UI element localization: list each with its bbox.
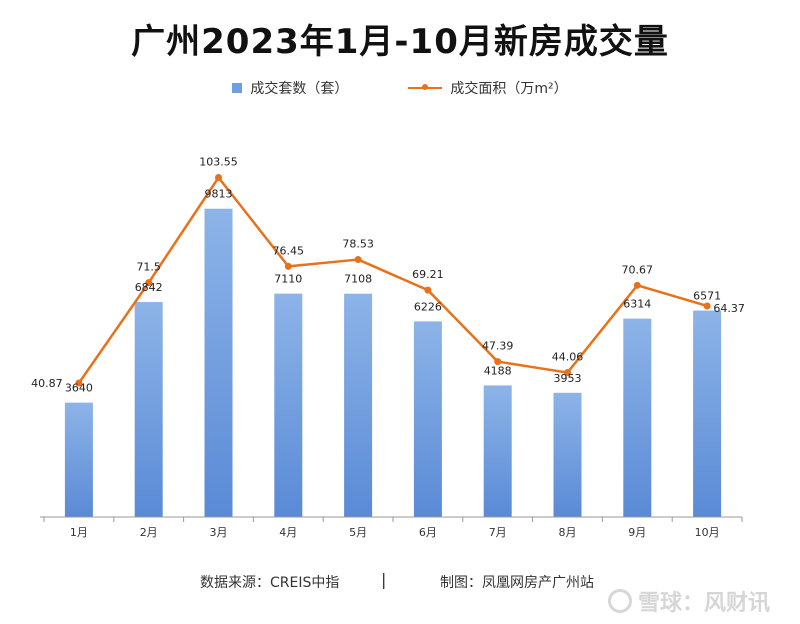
chart-title: 广州2023年1月-10月新房成交量 bbox=[131, 22, 669, 62]
bar-value-label: 9813 bbox=[205, 188, 233, 201]
line-point bbox=[494, 358, 502, 366]
data-source: 数据来源：CREIS中指 bbox=[200, 575, 340, 591]
bar-value-label: 3640 bbox=[65, 382, 93, 395]
line-value-label: 78.53 bbox=[342, 238, 374, 251]
snowball-logo-icon bbox=[608, 589, 632, 613]
line-point bbox=[215, 174, 222, 182]
bar-series bbox=[64, 208, 722, 517]
footer-separator: | bbox=[381, 570, 387, 589]
bar-value-label: 3953 bbox=[554, 372, 582, 385]
legend-bar-label: 成交套数（套） bbox=[250, 81, 349, 97]
bar bbox=[64, 402, 93, 517]
legend-item-bar: 成交套数（套） bbox=[232, 78, 348, 98]
line-point bbox=[354, 256, 362, 264]
line-value-label: 64.37 bbox=[713, 302, 745, 315]
line-value-label: 69.21 bbox=[412, 268, 444, 281]
watermark-text: 雪球：风财讯 bbox=[638, 591, 771, 616]
x-tick-label: 8月 bbox=[559, 526, 577, 539]
bar-value-label: 6842 bbox=[135, 281, 163, 294]
line-value-label: 47.39 bbox=[482, 340, 514, 353]
line-point bbox=[564, 369, 571, 377]
x-tick-label: 4月 bbox=[279, 526, 297, 539]
bar bbox=[483, 385, 512, 517]
line-point bbox=[633, 281, 641, 289]
line-series bbox=[75, 174, 711, 387]
bar-value-label: 6226 bbox=[414, 300, 442, 313]
bar bbox=[623, 318, 652, 517]
bar bbox=[693, 310, 722, 517]
x-tick-label: 1月 bbox=[70, 526, 88, 539]
x-tick-label: 2月 bbox=[140, 526, 158, 539]
line-value-label: 40.87 bbox=[31, 377, 63, 390]
legend-line-swatch bbox=[408, 84, 443, 90]
legend-bar-swatch bbox=[232, 83, 243, 93]
bar-value-label: 6314 bbox=[623, 298, 651, 311]
line-point bbox=[703, 302, 711, 310]
bar-value-label: 7110 bbox=[274, 273, 302, 286]
x-tick-label: 3月 bbox=[210, 526, 228, 539]
x-tick-label: 5月 bbox=[349, 526, 367, 539]
data-labels: 3640 6842 9813 7110 7108 6226 4188 3953 6314 6571… bbox=[31, 156, 745, 395]
line-point bbox=[145, 279, 153, 287]
x-axis: 1月 2月 3月 4月 5月 6月 7月 8月 9月 10月 bbox=[40, 516, 743, 539]
area-line bbox=[77, 176, 708, 384]
bar bbox=[274, 293, 303, 517]
bar-value-label: 4188 bbox=[484, 364, 512, 377]
chart-legend: 成交套数（套） 成交面积（万m²） bbox=[0, 78, 800, 98]
line-point bbox=[284, 262, 292, 270]
line-value-label: 70.67 bbox=[622, 263, 654, 276]
watermark: 雪球：风财讯 bbox=[608, 585, 770, 617]
line-value-label: 44.06 bbox=[552, 351, 584, 364]
line-point bbox=[75, 379, 83, 387]
x-tick-label: 7月 bbox=[489, 526, 507, 539]
x-tick-label: 6月 bbox=[419, 526, 437, 539]
x-tick-label: 10月 bbox=[695, 526, 720, 539]
x-tick-label: 9月 bbox=[628, 526, 646, 539]
bar bbox=[204, 208, 233, 517]
line-value-label: 71.5 bbox=[136, 261, 161, 274]
bar bbox=[553, 392, 582, 517]
bar bbox=[134, 302, 163, 517]
legend-line-label: 成交面积（万m²） bbox=[450, 81, 568, 97]
bar bbox=[344, 293, 373, 517]
line-value-label: 76.45 bbox=[273, 244, 305, 257]
line-point bbox=[424, 286, 432, 294]
legend-item-line: 成交面积（万m²） bbox=[408, 78, 568, 98]
bar bbox=[413, 321, 442, 517]
line-value-label: 103.55 bbox=[199, 156, 238, 169]
chart-credit: 制图：凤凰网房产广州站 bbox=[440, 575, 594, 591]
bar-value-label: 7108 bbox=[344, 273, 372, 286]
bar-value-label: 6571 bbox=[693, 290, 721, 303]
